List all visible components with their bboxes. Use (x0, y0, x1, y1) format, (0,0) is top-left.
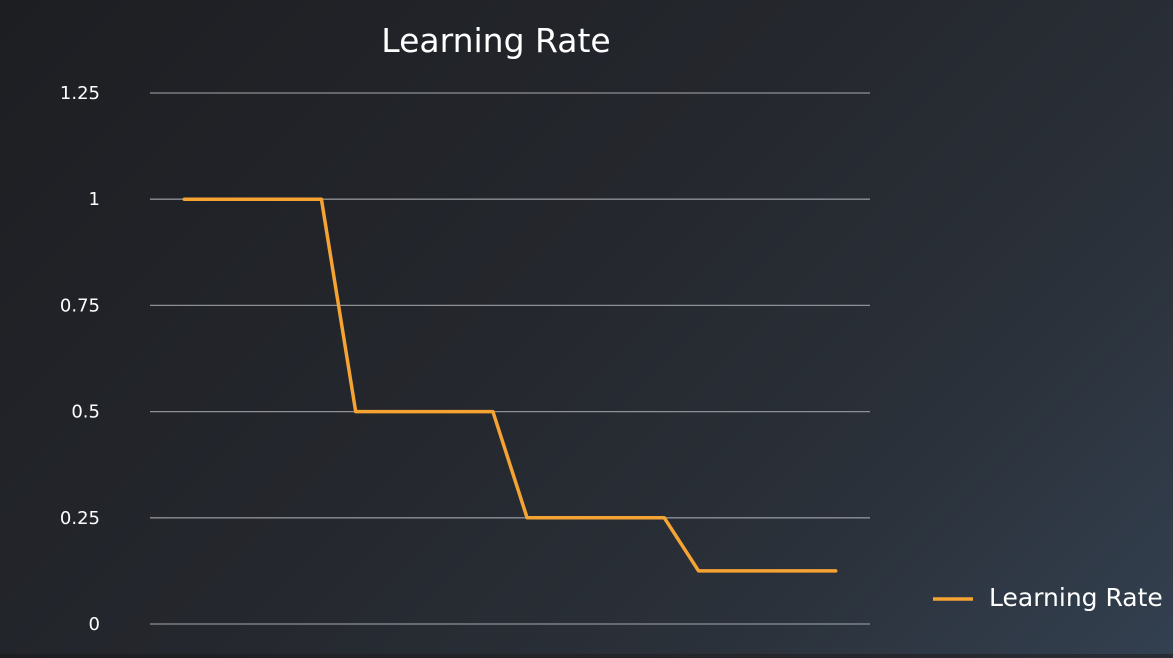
legend-label: Learning Rate (989, 583, 1163, 612)
y-tick-label: 0.75 (60, 295, 100, 316)
series-line-learning-rate (182, 197, 838, 573)
y-tick-label: 0.25 (60, 508, 100, 529)
y-tick-label: 0.5 (71, 402, 100, 423)
series-layer (182, 197, 838, 573)
legend: Learning Rate (933, 583, 1163, 612)
y-axis-tick-labels: 0 0.25 0.5 0.75 1 1.25 (60, 83, 100, 635)
y-tick-label: 1 (89, 189, 100, 210)
y-tick-label: 0 (89, 614, 100, 635)
chart-title: Learning Rate (381, 21, 610, 60)
grid-lines (150, 92, 870, 625)
y-tick-label: 1.25 (60, 83, 100, 104)
